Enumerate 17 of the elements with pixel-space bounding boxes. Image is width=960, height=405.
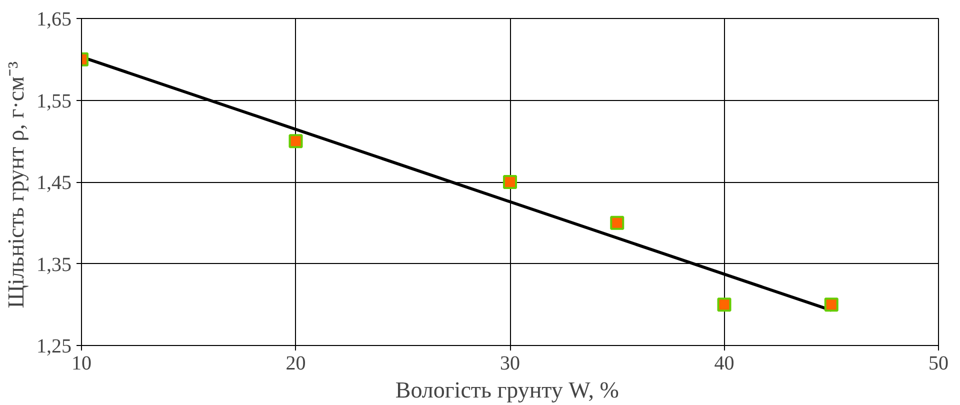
point <box>610 216 624 230</box>
x-tick-label: 50 <box>928 352 948 374</box>
x-tick-label: 10 <box>72 352 92 374</box>
x-axis-title: Вологість грунту W, % <box>395 378 619 402</box>
point <box>288 134 303 148</box>
y-axis-title: Щільність грунт ρ, г·см⁻³ <box>4 61 28 308</box>
x-tick-label: 20 <box>286 352 306 374</box>
point <box>824 298 838 312</box>
y-tick-label: 1,25 <box>36 336 72 358</box>
y-tick-label: 1,65 <box>36 8 72 30</box>
y-tick-label: 1,55 <box>36 90 72 112</box>
point <box>717 298 732 312</box>
x-tick-label: 30 <box>500 352 520 374</box>
point <box>503 175 517 189</box>
y-tick-label: 1,45 <box>36 172 72 194</box>
y-tick-label: 1,35 <box>36 254 72 276</box>
x-tick-label: 40 <box>714 352 734 374</box>
